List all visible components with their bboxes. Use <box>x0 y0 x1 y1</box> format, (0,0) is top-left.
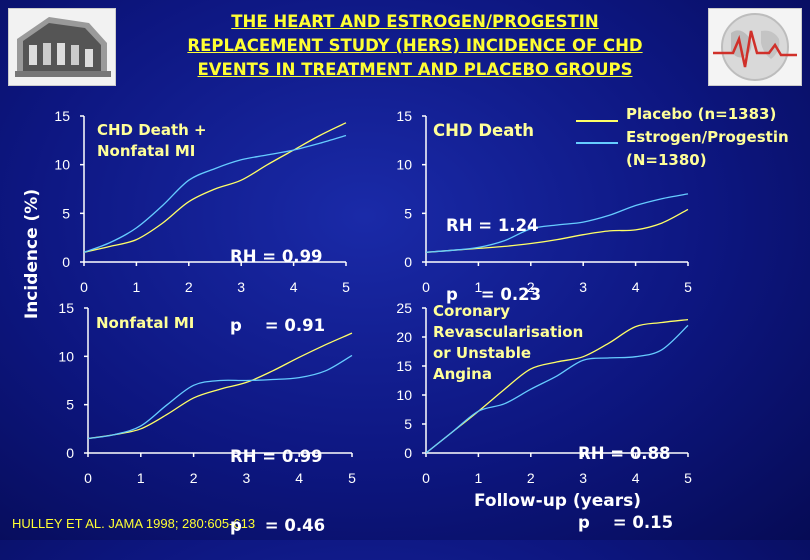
panel-1-stats: RH = 0.99 p = 0.91 <box>230 199 325 360</box>
citation: HULLEY ET AL. JAMA 1998; 280:605-613 <box>12 516 256 531</box>
panel-2-x-tick-label: 4 <box>632 279 640 295</box>
panel-3-p: p = 0.46 <box>230 516 326 535</box>
panel-3-y-tick-label: 15 <box>58 300 74 316</box>
panel-2-y-tick-label: 0 <box>404 254 412 270</box>
legend-placebo-line <box>576 120 618 122</box>
title-line-3: EVENTS IN TREATMENT AND PLACEBO GROUPS <box>197 60 633 79</box>
panel-4-x-tick-label: 4 <box>632 470 640 486</box>
panel-2-x-tick-label: 0 <box>422 279 430 295</box>
panel-4-title-line-4: Angina <box>433 365 492 383</box>
panel-2-x-tick-label: 2 <box>527 279 535 295</box>
panel-2-y-tick-label: 15 <box>396 108 412 124</box>
panel-4-y-tick-label: 0 <box>404 445 412 461</box>
panel-2-estrogen-line <box>425 193 689 253</box>
panel-3-y-tick-label: 0 <box>66 445 74 461</box>
panel-1-x-tick-label: 0 <box>80 279 88 295</box>
legend-estrogen-label: Estrogen/Progestin <box>626 128 789 146</box>
x-axis-label: Follow-up (years) <box>474 491 642 511</box>
panel-2-stats: RH = 1.24 p = 0.23 <box>446 168 541 329</box>
panel-3-y-tick-label: 5 <box>66 397 74 413</box>
panel-2-rh: RH = 1.24 <box>446 216 539 235</box>
panel-4-title-line-3: or Unstable <box>433 344 532 362</box>
panel-4-y-tick-label: 10 <box>396 387 412 403</box>
panel-3-x-tick-label: 1 <box>137 470 145 486</box>
panel-1-x-tick-label: 1 <box>133 279 141 295</box>
building-logo <box>8 8 116 86</box>
panel-4-placebo-line <box>425 318 689 454</box>
panel-3-placebo-line <box>87 332 353 440</box>
panel-4-title-line-1: Coronary <box>433 302 510 320</box>
panel-2-x-tick-label: 1 <box>475 279 483 295</box>
slide-title: THE HEART AND ESTROGEN/PROGESTIN REPLACE… <box>140 10 690 82</box>
panel-2-title: CHD Death <box>433 120 534 141</box>
panel-1-y-tick-label: 10 <box>54 157 70 173</box>
panel-4-estrogen-line <box>425 324 689 454</box>
panel-4-title: Coronary Revascularisation or Unstable A… <box>433 301 583 385</box>
panel-1-x-tick-label: 3 <box>237 279 245 295</box>
legend-placebo-label: Placebo (n=1383) <box>626 105 777 123</box>
title-line-1: THE HEART AND ESTROGEN/PROGESTIN <box>231 12 599 31</box>
panel-4-y-tick-label: 5 <box>404 416 412 432</box>
panel-1-x-tick-label: 5 <box>342 279 350 295</box>
panel-1-title-line-1: CHD Death + <box>97 121 207 139</box>
panel-3-x-tick-label: 4 <box>295 470 303 486</box>
panel-2-title-line-1: CHD Death <box>433 121 535 140</box>
panel-1-title: CHD Death + Nonfatal MI <box>97 120 207 162</box>
panel-2-y-tick-label: 5 <box>404 205 412 221</box>
panel-4-stats: RH = 0.88 p = 0.15 <box>578 396 673 557</box>
panel-1-x-tick-label: 4 <box>290 279 298 295</box>
panel-4-y-tick-label: 25 <box>396 300 412 316</box>
title-line-2: REPLACEMENT STUDY (HERS) INCIDENCE OF CH… <box>187 36 643 55</box>
panel-1-title-line-2: Nonfatal MI <box>97 142 196 160</box>
panel-3-x-tick-label: 3 <box>243 470 251 486</box>
panel-3-title: Nonfatal MI <box>96 313 194 334</box>
panel-1-p: p = 0.91 <box>230 316 326 335</box>
panel-4-y-tick-label: 15 <box>396 358 412 374</box>
legend-estrogen-n: (N=1380) <box>626 151 707 169</box>
panel-1-estrogen-line <box>83 134 347 253</box>
panel-2-p: p = 0.23 <box>446 285 542 304</box>
y-axis-label: Incidence (%) <box>22 188 42 320</box>
panel-3-estrogen-line <box>87 354 353 440</box>
panel-4-x-tick-label: 5 <box>684 470 692 486</box>
panel-4-y-tick-label: 20 <box>396 329 412 345</box>
panel-1-placebo-line <box>83 122 347 253</box>
panel-2-y-tick-label: 10 <box>396 157 412 173</box>
panel-3-x-tick-label: 0 <box>84 470 92 486</box>
panel-4-x-tick-label: 1 <box>475 470 483 486</box>
panel-1-y-tick-label: 15 <box>54 108 70 124</box>
heart-ecg-logo <box>708 8 802 86</box>
panel-3-stats: RH = 0.99 p = 0.46 <box>230 399 325 560</box>
panel-4-title-line-2: Revascularisation <box>433 323 584 341</box>
panel-3-rh: RH = 0.99 <box>230 447 323 466</box>
panel-1-rh: RH = 0.99 <box>230 247 323 266</box>
panel-1-y-tick-label: 0 <box>62 254 70 270</box>
panel-4-rh: RH = 0.88 <box>578 444 671 463</box>
panel-4-p: p = 0.15 <box>578 513 674 532</box>
panel-3-y-tick-label: 10 <box>58 348 74 364</box>
panel-3-title-line-1: Nonfatal MI <box>96 314 195 332</box>
panel-4-x-tick-label: 2 <box>527 470 535 486</box>
panel-3-x-tick-label: 2 <box>190 470 198 486</box>
panel-3-x-tick-label: 5 <box>348 470 356 486</box>
panel-2-x-tick-label: 3 <box>579 279 587 295</box>
panel-1-x-tick-label: 2 <box>185 279 193 295</box>
legend-estrogen-line <box>576 142 618 144</box>
panel-1-y-tick-label: 5 <box>62 205 70 221</box>
panel-4-x-tick-label: 0 <box>422 470 430 486</box>
panel-2-x-tick-label: 5 <box>684 279 692 295</box>
panel-4-x-tick-label: 3 <box>579 470 587 486</box>
